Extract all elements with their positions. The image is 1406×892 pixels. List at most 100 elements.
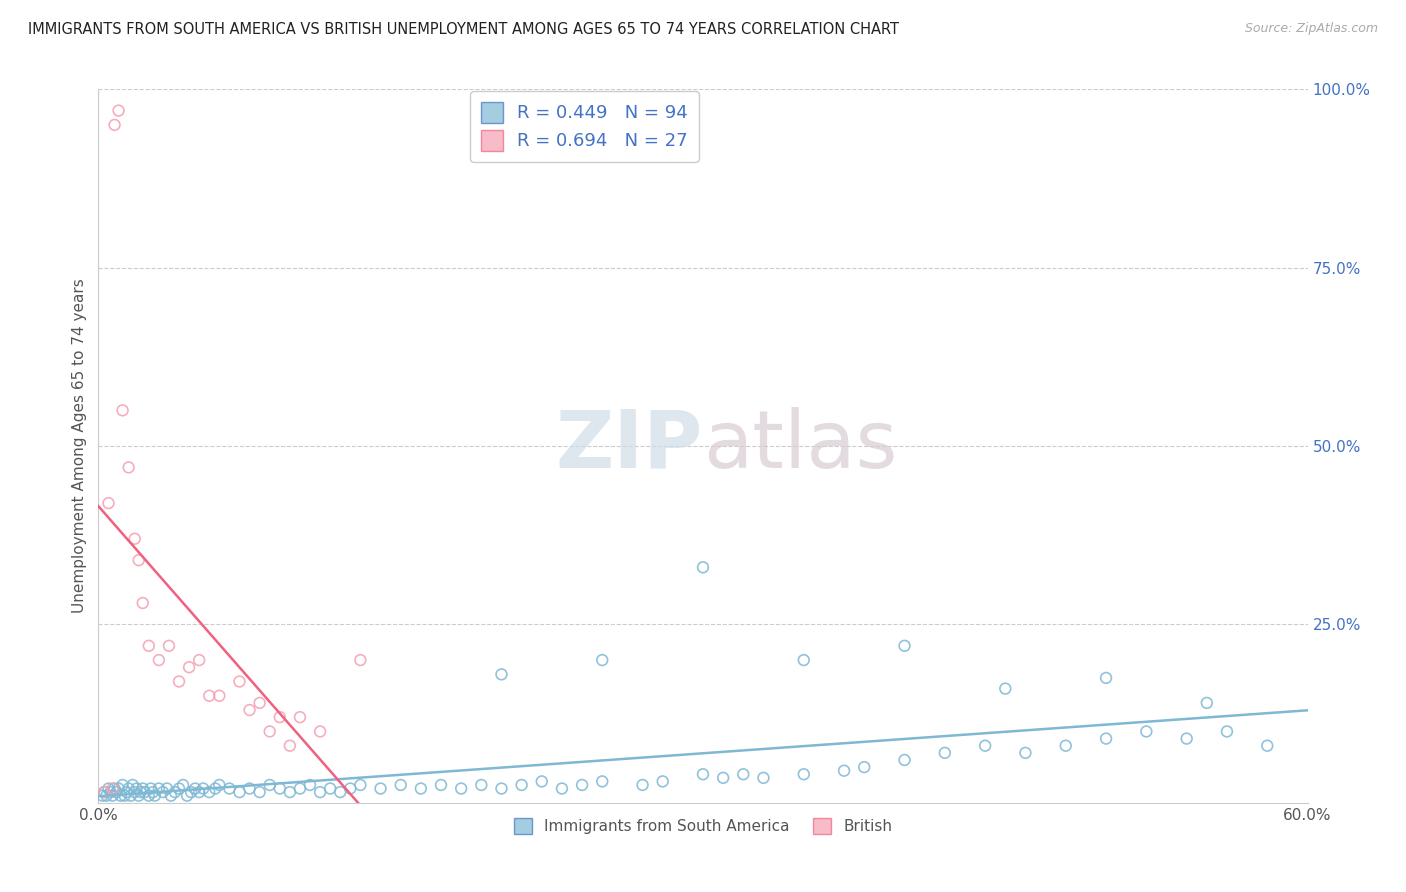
Point (631, 778, 654, 792)
Point (176, 789, 198, 803)
Point (278, 739, 301, 753)
Point (167, 781, 190, 796)
Point (208, 778, 231, 792)
Point (100, 785, 122, 799)
Point (309, 785, 332, 799)
Point (228, 674, 250, 689)
Point (101, 789, 124, 803)
Point (1175, 731, 1198, 746)
Point (118, 460, 141, 475)
Point (1216, 724, 1239, 739)
Point (339, 781, 361, 796)
Point (470, 778, 492, 792)
Point (96, 789, 118, 803)
Point (692, 767, 714, 781)
Point (107, 781, 129, 796)
Point (148, 781, 170, 796)
Point (994, 681, 1017, 696)
Point (105, 785, 128, 799)
Point (793, 767, 815, 781)
Point (491, 667, 513, 681)
Point (129, 785, 152, 799)
Point (249, 696, 271, 710)
Point (974, 739, 997, 753)
Point (118, 781, 141, 796)
Point (103, 781, 125, 796)
Point (208, 689, 231, 703)
Point (269, 710, 291, 724)
Point (591, 774, 613, 789)
Point (103, 118, 125, 132)
Text: Source: ZipAtlas.com: Source: ZipAtlas.com (1244, 22, 1378, 36)
Text: atlas: atlas (703, 407, 897, 485)
Point (278, 785, 301, 799)
Point (853, 760, 876, 774)
Text: IMMIGRANTS FROM SOUTH AMERICA VS BRITISH UNEMPLOYMENT AMONG AGES 65 TO 74 YEARS : IMMIGRANTS FROM SOUTH AMERICA VS BRITISH… (28, 22, 898, 37)
Point (93, 785, 115, 799)
Point (143, 789, 166, 803)
Point (239, 703, 262, 717)
Point (893, 639, 915, 653)
Point (124, 532, 146, 546)
Point (1195, 696, 1218, 710)
Point (551, 781, 574, 796)
Point (309, 724, 332, 739)
Point (97, 781, 120, 796)
Point (793, 653, 815, 667)
Point (1014, 746, 1036, 760)
Point (934, 746, 956, 760)
Point (125, 781, 148, 796)
Point (132, 596, 155, 610)
Point (138, 789, 160, 803)
Point (510, 778, 533, 792)
Point (893, 753, 915, 767)
Point (148, 653, 170, 667)
Point (319, 781, 342, 796)
Point (124, 785, 146, 799)
Point (156, 781, 179, 796)
Y-axis label: Unemployment Among Ages 65 to 74 years: Unemployment Among Ages 65 to 74 years (72, 278, 87, 614)
Point (1135, 724, 1157, 739)
Point (530, 774, 553, 789)
Point (121, 778, 143, 792)
Point (188, 785, 211, 799)
Point (832, 764, 855, 778)
Point (259, 778, 281, 792)
Point (160, 789, 183, 803)
Point (430, 778, 453, 792)
Point (1095, 731, 1118, 746)
Point (128, 553, 150, 567)
Point (184, 781, 207, 796)
Point (349, 778, 371, 792)
Point (1256, 739, 1278, 753)
Point (134, 785, 156, 799)
Point (157, 639, 180, 653)
Point (204, 781, 226, 796)
Point (349, 653, 371, 667)
Point (128, 789, 150, 803)
Point (114, 789, 136, 803)
Point (152, 785, 174, 799)
Point (269, 781, 291, 796)
Point (193, 781, 215, 796)
Point (389, 778, 412, 792)
Point (120, 789, 142, 803)
Legend: Immigrants from South America, British: Immigrants from South America, British (506, 810, 900, 841)
Point (110, 789, 132, 803)
Point (288, 781, 311, 796)
Point (450, 781, 472, 796)
Point (111, 778, 134, 792)
Point (132, 781, 155, 796)
Point (259, 724, 281, 739)
Point (172, 778, 194, 792)
Point (91, 789, 114, 803)
Point (591, 653, 613, 667)
Point (115, 785, 138, 799)
Point (138, 639, 160, 653)
Point (299, 778, 322, 792)
Point (571, 778, 593, 792)
Point (142, 785, 165, 799)
Point (93, 785, 115, 799)
Point (198, 785, 221, 799)
Point (1095, 671, 1118, 685)
